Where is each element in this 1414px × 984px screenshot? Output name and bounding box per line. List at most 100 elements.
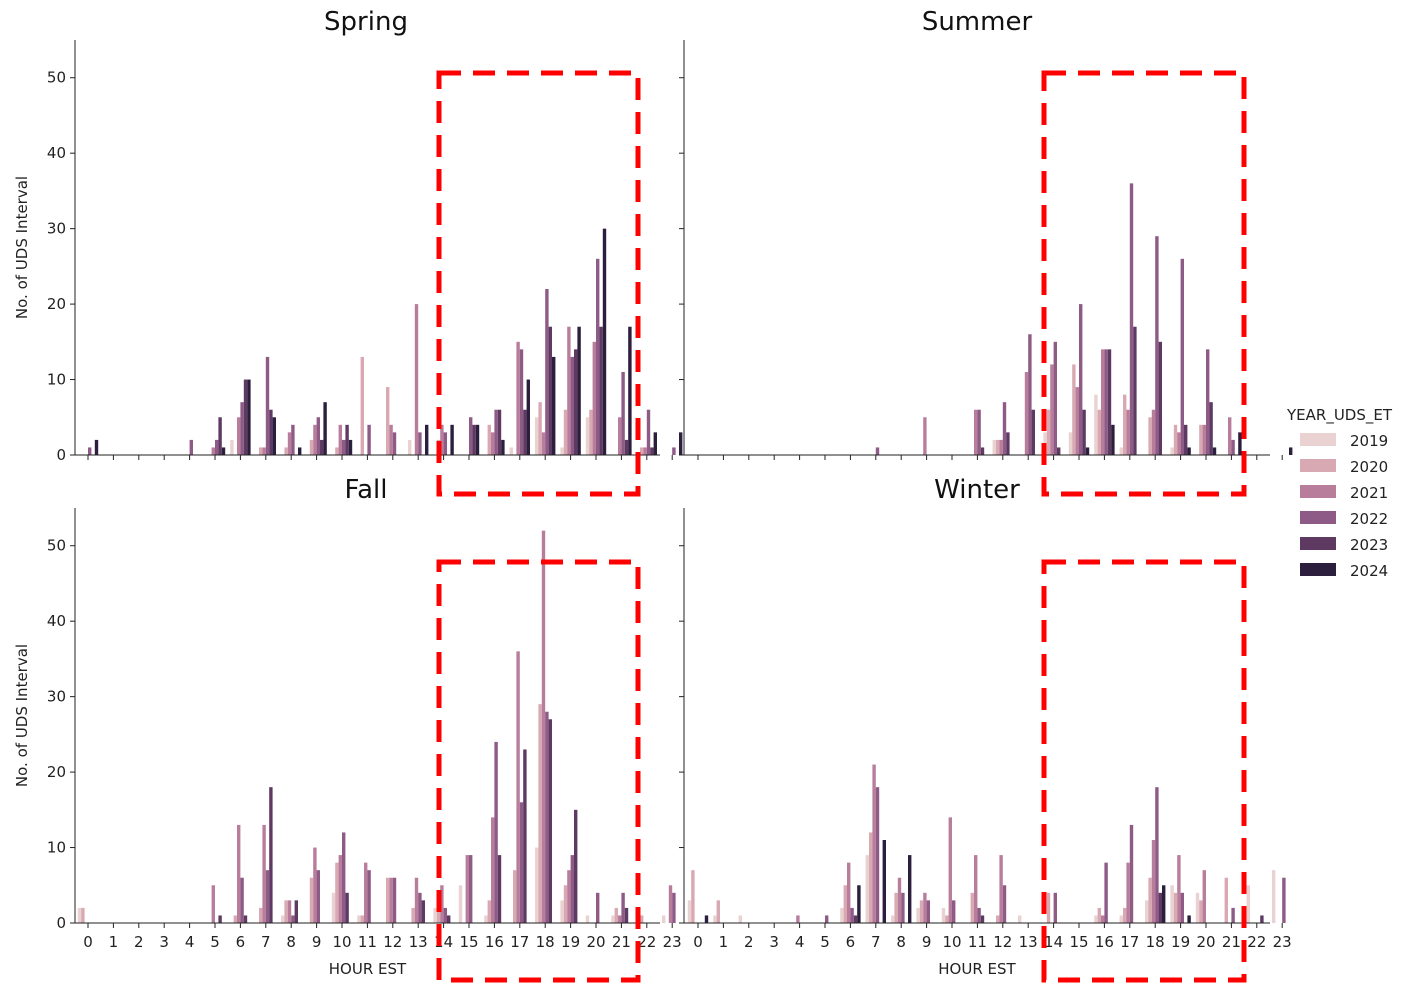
x-tick-label: 11 [968,933,987,951]
y-tick-label: 50 [47,69,66,87]
bar-winter-2022-h18 [1155,787,1159,923]
bar-spring-2023-h9 [320,439,324,455]
bar-winter-2022-h19 [1180,892,1184,923]
y-tick-label: 20 [47,295,66,313]
bar-spring-2021-h6 [237,417,241,455]
bar-winter-2020-h6 [843,885,847,923]
bar-fall-2021-h17 [516,651,520,923]
bar-summer-2023-h16 [1107,349,1112,455]
bar-summer-2021-h13 [1024,372,1029,455]
bar-fall-2019-h18 [535,847,539,923]
x-tick-label: 15 [1069,933,1088,951]
bar-spring-2023-h19 [574,349,578,455]
bar-spring-2020-h11 [360,356,364,455]
bar-fall-2022-h15 [469,855,473,923]
bar-summer-2022-h19 [1180,258,1184,455]
bar-spring-2024-h19 [577,326,581,455]
legend-swatch-2019 [1300,433,1336,446]
bar-spring-2023-h15 [472,424,476,455]
bar-spring-2024-h18 [552,356,556,455]
x-tick-label: 6 [846,933,856,951]
x-tick-label: 21 [612,933,631,951]
bar-spring-2024-h0 [94,439,99,455]
bar-summer-2020-h17 [1123,394,1127,455]
bar-summer-2020-h16 [1097,409,1101,455]
bar-fall-2023-h5 [218,915,222,923]
bar-winter-2024-h0 [704,915,709,923]
bar-fall-2023-h21 [624,907,629,923]
bar-summer-2020-h18 [1148,417,1152,455]
bar-winter-2023-h18 [1158,892,1162,923]
bar-winter-2022-h21 [1231,907,1235,923]
bar-fall-2022-h23 [672,892,676,923]
bar-spring-2021-h19 [567,326,571,455]
x-tick-label: 23 [1273,933,1292,951]
x-tick-label: 22 [637,933,656,951]
bar-fall-2021-h5 [211,885,215,923]
bar-fall-2021-h21 [618,915,622,923]
bar-winter-2020-h21 [1224,877,1228,923]
bar-fall-2021-h6 [237,824,241,923]
bar-winter-2021-h7 [872,764,876,923]
bar-spring-2022-h0 [88,447,92,455]
bar-winter-2021-h16 [1101,915,1105,923]
x-tick-label: 3 [159,933,169,951]
bar-winter-2022-h8 [901,892,905,923]
bar-winter-2019-h19 [1170,885,1174,923]
bar-winter-2023-h22 [1260,915,1264,923]
bar-summer-2023-h11 [980,447,985,455]
bar-winter-2020-h0 [691,870,695,923]
x-tick-label: 0 [83,933,93,951]
x-tick-label: 3 [769,933,779,951]
bar-summer-2021-h11 [974,409,978,455]
legend-label-2024: 2024 [1350,562,1388,580]
bar-fall-2023-h16 [497,855,502,923]
x-tick-label: 8 [896,933,906,951]
bar-fall-2019-h11 [357,915,361,923]
x-tick-label: 19 [1171,933,1190,951]
bar-fall-2021-h15 [465,855,469,923]
bar-summer-2022-h17 [1129,183,1134,456]
bar-winter-2020-h9 [919,900,924,923]
y-tick-label: 40 [47,144,66,162]
bar-winter-2020-h7 [869,832,873,923]
bar-spring-2019-h6 [230,439,234,455]
bar-spring-2022-h11 [367,424,371,455]
bar-fall-2021-h19 [567,870,571,923]
bar-fall-2021-h14 [440,885,444,923]
bar-winter-2022-h9 [926,900,930,923]
bar-summer-2021-h17 [1126,409,1130,455]
bar-winter-2022-h7 [875,787,880,923]
x-tick-label: 18 [1146,933,1165,951]
bar-spring-2023-h17 [523,409,527,455]
bar-summer-2019-h19 [1170,447,1174,455]
bar-spring-2022-h18 [545,289,549,455]
bar-winter-2019-h16 [1094,915,1098,923]
bar-spring-2023-h6 [243,379,248,455]
bar-spring-2019-h18 [535,417,539,455]
bar-summer-2022-h21 [1231,439,1235,455]
bar-summer-2021-h18 [1151,409,1156,455]
bar-fall-2023-h10 [345,892,349,923]
bar-spring-2022-h20 [596,258,600,455]
bar-summer-2022-h13 [1028,334,1032,455]
bar-fall-2022-h12 [392,877,397,923]
bar-spring-2023-h22 [650,447,654,455]
bar-summer-2020-h14 [1046,409,1051,455]
y-axis-label: No. of UDS Interval [13,176,31,319]
bar-fall-2021-h8 [287,900,292,923]
bar-spring-2022-h16 [494,409,498,455]
panel-title-fall: Fall [345,475,388,505]
legend-label-2023: 2023 [1350,536,1388,554]
bar-fall-2022-h17 [519,802,524,923]
bar-fall-2022-h14 [443,907,447,923]
bar-spring-2022-h17 [519,349,524,455]
panel-title-summer: Summer [922,7,1033,37]
y-tick-label: 0 [56,914,66,932]
bar-fall-2020-h21 [614,907,618,923]
bar-spring-2019-h13 [408,439,412,455]
bar-spring-2024-h22 [653,432,657,455]
bar-fall-2020-h7 [259,907,263,923]
y-tick-label: 30 [47,688,66,706]
bar-fall-2022-h10 [342,832,346,923]
